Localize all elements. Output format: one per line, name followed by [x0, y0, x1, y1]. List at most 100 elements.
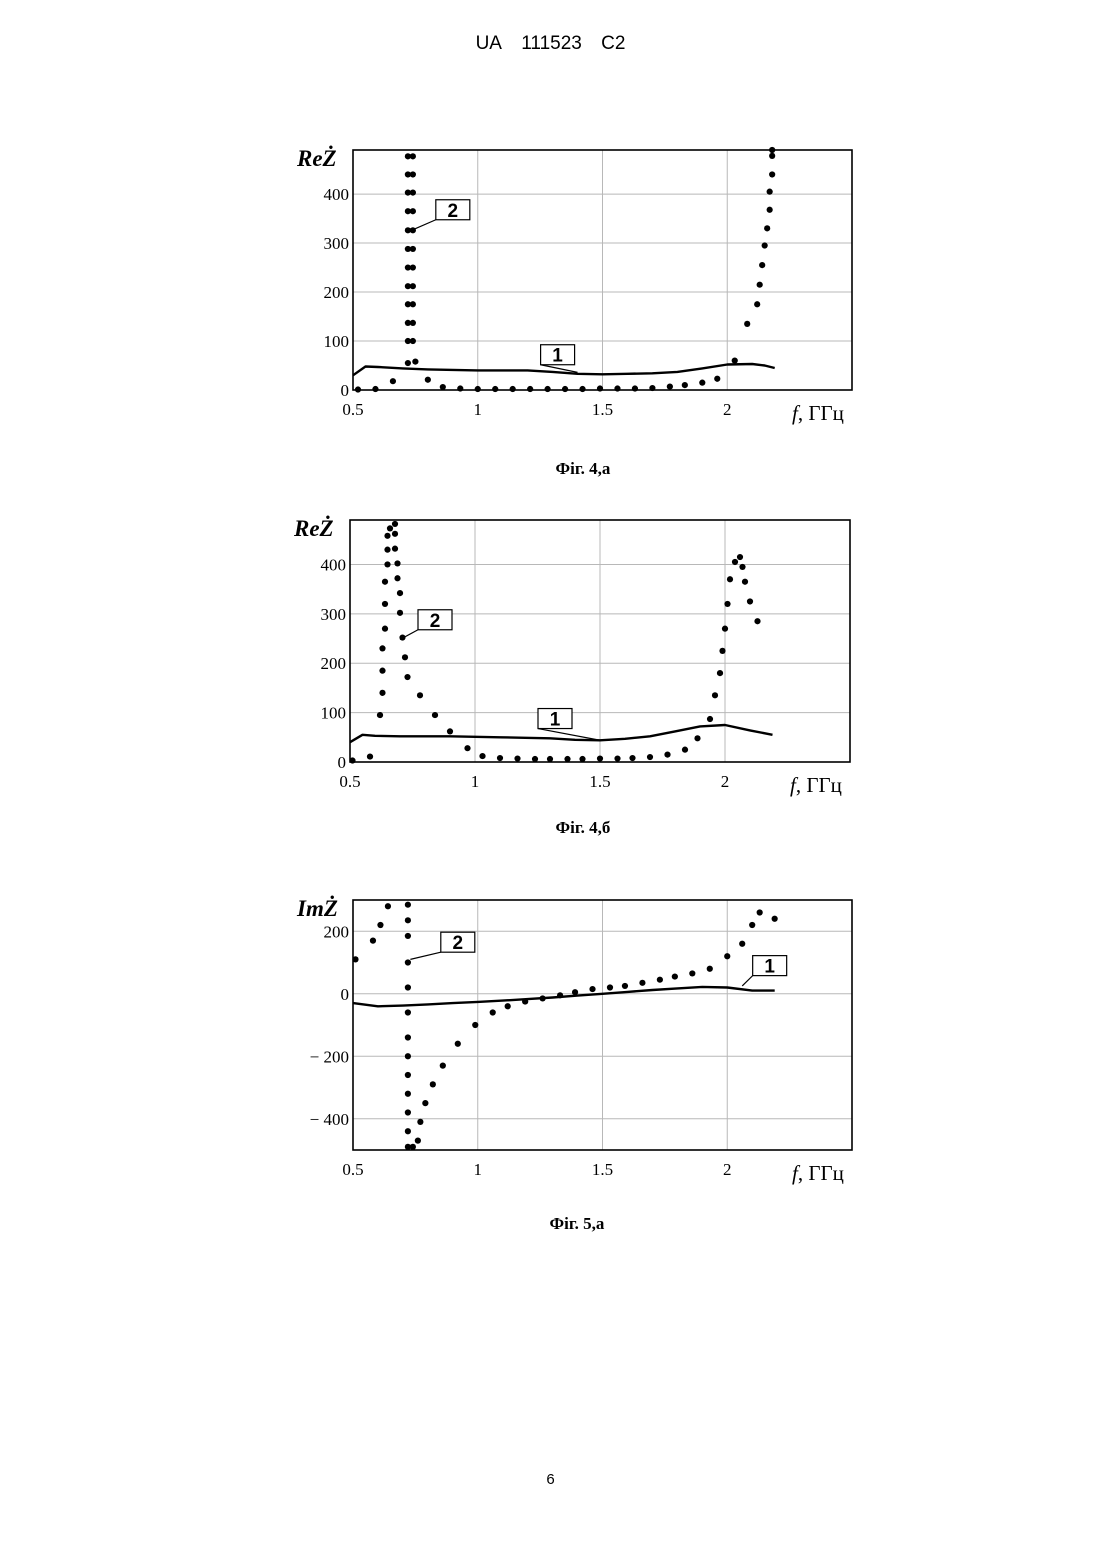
data-point [410, 1144, 416, 1150]
data-point [579, 386, 585, 392]
y-tick-label: 400 [324, 185, 350, 204]
data-point [405, 902, 411, 908]
data-point [694, 735, 700, 741]
data-point [622, 983, 628, 989]
data-point [405, 1009, 411, 1015]
x-tick-label: 1.5 [589, 772, 610, 791]
data-point [405, 933, 411, 939]
data-point [417, 692, 423, 698]
data-point [769, 171, 775, 177]
data-point [390, 378, 396, 384]
data-point [405, 1128, 411, 1134]
data-point [410, 264, 416, 270]
data-point [379, 668, 385, 674]
data-point [410, 301, 416, 307]
data-point [747, 598, 753, 604]
data-point [564, 756, 570, 762]
data-point [402, 654, 408, 660]
data-point [447, 728, 453, 734]
data-point [405, 1091, 411, 1097]
curve-label-text: 2 [448, 201, 459, 222]
data-point [379, 645, 385, 651]
data-point [455, 1041, 461, 1047]
data-point [405, 1072, 411, 1078]
x-tick-label: 1.5 [592, 1160, 613, 1179]
series-1-line [353, 987, 775, 1006]
y-tick-label: 200 [321, 654, 347, 673]
y-tick-label: 0 [341, 381, 350, 400]
data-point [385, 903, 391, 909]
data-point [732, 559, 738, 565]
data-point [479, 753, 485, 759]
data-point [367, 753, 373, 759]
figure-caption: Фіг. 4,б [556, 818, 611, 837]
data-point [682, 747, 688, 753]
data-point [607, 984, 613, 990]
page-number: 6 [0, 1471, 1101, 1488]
data-point [759, 262, 765, 268]
chart-3: 0.511.52− 400− 2000200ImŻf, ГГц21Фіг. 5,… [296, 895, 852, 1233]
data-point [614, 385, 620, 391]
data-point [737, 554, 743, 560]
data-point [727, 576, 733, 582]
data-point [769, 153, 775, 159]
data-point [382, 601, 388, 607]
data-point [772, 916, 778, 922]
x-axis-label-unit: , ГГц [798, 401, 844, 425]
data-point [527, 386, 533, 392]
data-point [410, 338, 416, 344]
data-point [490, 1009, 496, 1015]
figure-caption: Фіг. 4,а [556, 459, 611, 478]
data-point [629, 755, 635, 761]
data-point [410, 190, 416, 196]
data-point [384, 561, 390, 567]
data-point [404, 674, 410, 680]
data-point [639, 980, 645, 986]
data-point [377, 922, 383, 928]
data-point [457, 385, 463, 391]
data-point [355, 386, 361, 392]
data-point [382, 626, 388, 632]
x-axis-label-unit: , ГГц [798, 1161, 844, 1185]
figure-caption: Фіг. 5,а [550, 1214, 605, 1233]
data-point [557, 992, 563, 998]
data-point [472, 1022, 478, 1028]
data-point [410, 153, 416, 159]
data-point [767, 207, 773, 213]
data-point [405, 360, 411, 366]
data-point [647, 754, 653, 760]
x-axis-label-unit: , ГГц [796, 773, 842, 797]
data-point [394, 575, 400, 581]
y-tick-label: 100 [324, 332, 350, 351]
x-tick-label: 1.5 [592, 400, 613, 419]
data-point [532, 756, 538, 762]
data-point [392, 521, 398, 527]
data-point [762, 242, 768, 248]
data-point [717, 670, 723, 676]
data-point [394, 560, 400, 566]
data-point [352, 956, 358, 962]
data-point [392, 531, 398, 537]
y-tick-label: 300 [321, 605, 347, 624]
y-tick-label: 200 [324, 283, 350, 302]
data-point [464, 745, 470, 751]
y-tick-label: 300 [324, 234, 350, 253]
data-point [744, 321, 750, 327]
y-axis-label: ReŻ [293, 515, 334, 541]
x-tick-label: 2 [723, 400, 732, 419]
data-point [440, 1063, 446, 1069]
x-tick-label: 2 [723, 1160, 732, 1179]
data-point [410, 283, 416, 289]
data-point [377, 712, 383, 718]
data-point [764, 225, 770, 231]
y-tick-label: − 200 [310, 1047, 349, 1066]
data-point [667, 383, 673, 389]
data-point [719, 648, 725, 654]
data-point [405, 959, 411, 965]
data-point [707, 716, 713, 722]
data-point [739, 941, 745, 947]
data-point [754, 618, 760, 624]
data-point [739, 564, 745, 570]
y-tick-label: 100 [321, 704, 347, 723]
